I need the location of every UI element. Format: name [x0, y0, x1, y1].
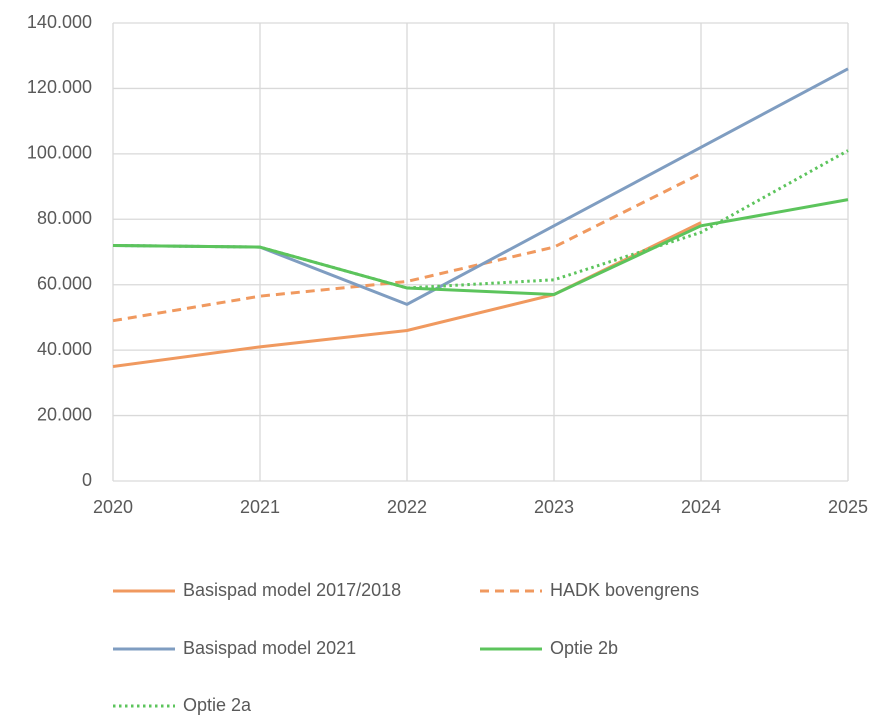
x-tick-label: 2024 — [681, 497, 721, 517]
legend-label: Optie 2b — [550, 638, 618, 658]
y-tick-label: 80.000 — [37, 208, 92, 228]
legend-label: HADK bovengrens — [550, 580, 699, 600]
x-tick-label: 2023 — [534, 497, 574, 517]
y-tick-label: 60.000 — [37, 273, 92, 293]
y-tick-label: 0 — [82, 470, 92, 490]
x-tick-label: 2022 — [387, 497, 427, 517]
y-tick-label: 40.000 — [37, 339, 92, 359]
series-line — [112, 67, 849, 306]
y-tick-label: 120.000 — [27, 77, 92, 97]
x-tick-label: 2021 — [240, 497, 280, 517]
legend-label: Basispad model 2021 — [183, 638, 356, 658]
y-tick-label: 20.000 — [37, 404, 92, 424]
x-tick-label: 2020 — [93, 497, 133, 517]
x-tick-label: 2025 — [828, 497, 868, 517]
legend-label: Basispad model 2017/2018 — [183, 580, 401, 600]
series-line — [112, 149, 849, 290]
legend-label: Optie 2a — [183, 695, 252, 715]
series-line — [112, 172, 702, 323]
series-line — [112, 198, 849, 297]
y-tick-label: 140.000 — [27, 12, 92, 32]
y-tick-label: 100.000 — [27, 143, 92, 163]
